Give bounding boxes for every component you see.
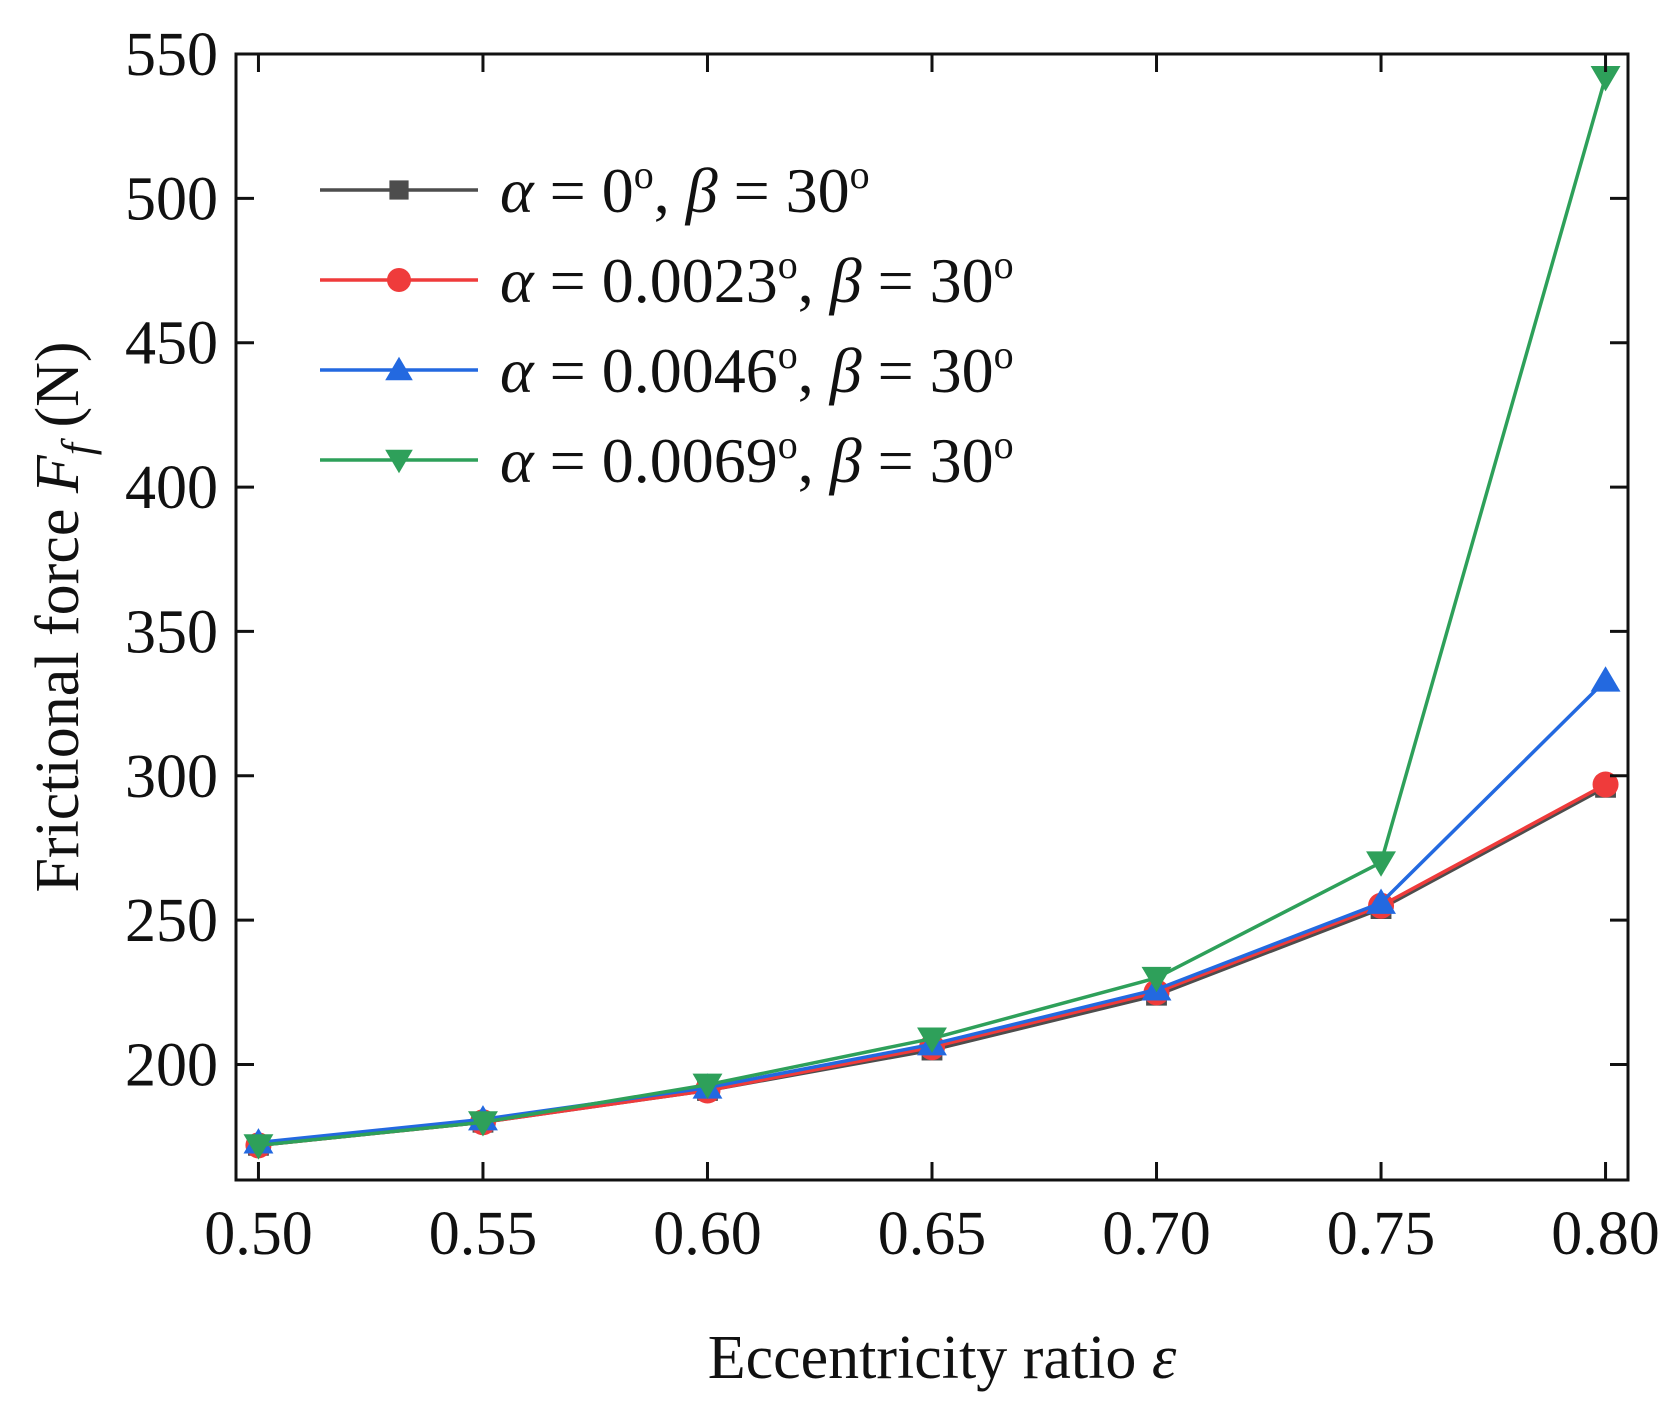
legend-label: α = 0o, β = 30o — [500, 152, 870, 226]
series-3 — [243, 666, 1621, 1154]
y-tick-label: 250 — [125, 887, 218, 955]
legend-entry: α = 0o, β = 30o — [320, 152, 870, 226]
series-line — [258, 76, 1608, 1148]
data-point — [1366, 888, 1396, 914]
y-tick-label: 350 — [125, 598, 218, 666]
y-tick-label: 500 — [125, 165, 218, 233]
x-tick-label: 0.65 — [878, 1200, 987, 1268]
x-axis-title: Eccentricity ratio ε — [708, 1324, 1177, 1392]
series-2 — [245, 771, 1619, 1159]
series-4 — [243, 66, 1621, 1160]
y-tick-label: 400 — [125, 454, 218, 522]
series-1 — [248, 776, 1616, 1156]
x-tick-label: 0.70 — [1102, 1200, 1211, 1268]
series-line — [258, 785, 1607, 1148]
data-point — [468, 1111, 498, 1137]
x-tick-label: 0.50 — [204, 1200, 313, 1268]
data-point — [1590, 666, 1621, 692]
axis-titles: Eccentricity ratio ε Frictional force Ff … — [24, 341, 1177, 1392]
series-line — [258, 782, 1607, 1148]
data-point — [1141, 966, 1172, 993]
x-tick-label: 0.55 — [429, 1200, 538, 1268]
series-line — [258, 679, 1607, 1145]
legend-label: α = 0.0069o, β = 30o — [500, 422, 1014, 496]
data-point — [1590, 66, 1621, 92]
y-axis-title: Frictional force Ff (N) — [24, 341, 102, 892]
y-tick-label: 550 — [125, 21, 218, 89]
y-tick-label: 450 — [125, 310, 218, 378]
plot-frame — [234, 52, 1630, 1182]
x-tick-label: 0.60 — [653, 1200, 762, 1268]
legend-marker — [389, 180, 409, 200]
legend-entry: α = 0.0046o, β = 30o — [320, 332, 1014, 406]
legend-marker — [385, 449, 413, 474]
legend: α = 0o, β = 30o α = 0.0023o, β = 30o α = 0… — [320, 152, 1014, 496]
legend-label: α = 0.0046o, β = 30o — [500, 332, 1014, 406]
data-point — [243, 1134, 274, 1160]
plot-area — [243, 66, 1621, 1160]
data-point — [1366, 851, 1396, 877]
y-tick-label: 200 — [125, 1032, 218, 1100]
data-point — [917, 1027, 947, 1053]
legend-marker — [385, 356, 413, 381]
axes: 0.50 0.55 0.60 0.65 0.70 0.75 0.80 200 250 300 350… — [125, 21, 1660, 1268]
legend-entry: α = 0.0023o, β = 30o — [320, 242, 1014, 316]
legend-entry: α = 0.0069o, β = 30o — [320, 422, 1014, 496]
legend-label: α = 0.0023o, β = 30o — [500, 242, 1014, 316]
y-tick-label: 300 — [125, 743, 218, 811]
data-point — [1592, 771, 1619, 798]
x-tick-label: 0.75 — [1327, 1200, 1436, 1268]
data-point — [692, 1073, 723, 1100]
legend-marker — [387, 268, 411, 292]
x-tick-label: 0.80 — [1551, 1200, 1660, 1268]
